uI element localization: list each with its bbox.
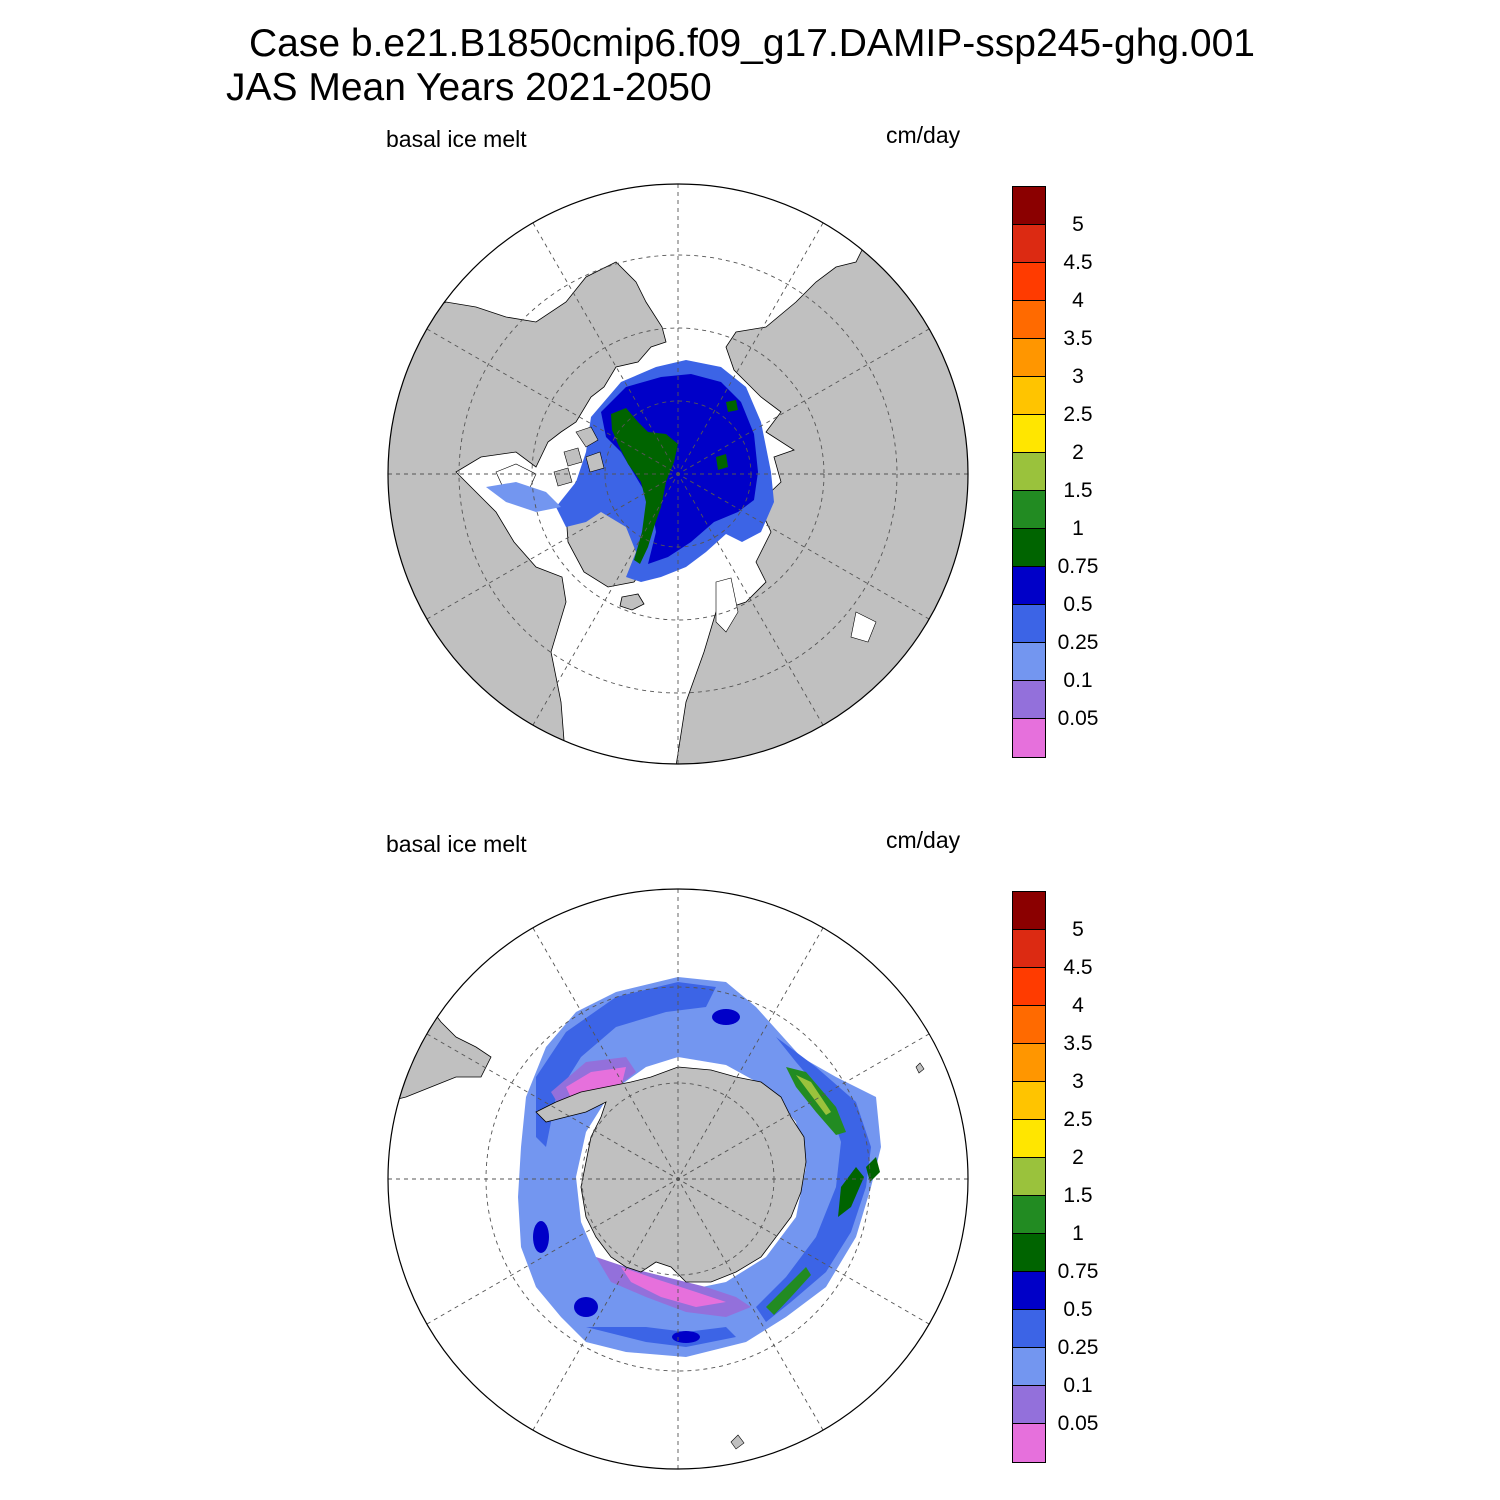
arctic-melt-0.75: [611, 408, 678, 564]
colorbar-2-label: 2: [1072, 1146, 1084, 1169]
colorbar-panel-1: [1012, 186, 1046, 758]
colorbar-1-segment: [1013, 643, 1045, 681]
colorbar-1-label: 3.5: [1063, 327, 1093, 350]
panel-2-units-label: cm/day: [886, 827, 961, 853]
arctic-map-boundary: [387, 183, 969, 765]
antarctic-melt-0.75-east2: [866, 1157, 880, 1182]
colorbar-1-segment: [1013, 339, 1045, 377]
antarctic-polar-map: [387, 888, 969, 1470]
colorbar-2-label: 0.75: [1057, 1260, 1099, 1283]
colorbar-1-label: 5: [1072, 213, 1084, 236]
colorbar-1-segment: [1013, 681, 1045, 719]
arctic-melt-0.1: [486, 482, 561, 512]
antarctic-melt-0.25-south: [586, 1327, 736, 1347]
colorbar-1-label: 4: [1072, 289, 1084, 312]
colorbar-1-label: 2: [1072, 441, 1084, 464]
arctic-melt-0.5: [601, 374, 758, 564]
antarctic-melt-0.25-west: [536, 982, 716, 1147]
antarctic-map-boundary: [387, 888, 969, 1470]
colorbar-1-segment: [1013, 605, 1045, 643]
colorbar-2-label: 1: [1072, 1222, 1084, 1245]
antarctic-melt-1-south: [766, 1267, 811, 1315]
colorbar-1-segment: [1013, 263, 1045, 301]
colorbar-1-segment: [1013, 187, 1045, 225]
colorbar-2-segment: [1013, 1234, 1045, 1272]
antarctic-melt-0.75-east: [838, 1167, 864, 1217]
antarctic-melt-0.25-east: [756, 1037, 871, 1322]
colorbar-1-label: 0.75: [1057, 555, 1099, 578]
colorbar-2-segment: [1013, 1158, 1045, 1196]
colorbar-2-segment: [1013, 1348, 1045, 1386]
figure-title-period: JAS Mean Years 2021-2050: [226, 66, 712, 109]
colorbar-1-segment: [1013, 225, 1045, 263]
antarctic-melt-0.5-spot: [712, 1009, 740, 1025]
arctic-graticule: [388, 184, 968, 764]
colorbar-1-label: 1: [1072, 517, 1084, 540]
colorbar-1-segment: [1013, 453, 1045, 491]
colorbar-2-label: 5: [1072, 918, 1084, 941]
colorbar-2-segment: [1013, 892, 1045, 930]
colorbar-1-label: 0.25: [1057, 631, 1099, 654]
colorbar-1-segment: [1013, 529, 1045, 567]
colorbar-2-label: 2.5: [1063, 1108, 1093, 1131]
colorbar-2-segment: [1013, 968, 1045, 1006]
colorbar-2-label: 0.5: [1063, 1298, 1093, 1321]
antarctic-melt-0.5-spot: [672, 1331, 700, 1343]
colorbar-2-label: 0.25: [1057, 1336, 1099, 1359]
colorbar-1-label: 0.5: [1063, 593, 1093, 616]
colorbar-2-segment: [1013, 1044, 1045, 1082]
colorbar-panel-2: [1012, 891, 1046, 1463]
arctic-inland-water: [495, 463, 877, 643]
colorbar-1-label: 0.1: [1063, 669, 1093, 692]
arctic-polar-map: [387, 183, 969, 765]
colorbar-2-segment: [1013, 1272, 1045, 1310]
colorbar-1-label: 4.5: [1063, 251, 1093, 274]
figure-title-case: Case b.e21.B1850cmip6.f09_g17.DAMIP-ssp2…: [249, 22, 1255, 65]
colorbar-2-label: 3: [1072, 1070, 1084, 1093]
colorbar-1-segment: [1013, 567, 1045, 605]
colorbar-2-segment: [1013, 1006, 1045, 1044]
panel-1-variable-label: basal ice melt: [386, 126, 527, 152]
colorbar-2-label: 3.5: [1063, 1032, 1093, 1055]
colorbar-2-label: 0.1: [1063, 1374, 1093, 1397]
colorbar-2-label: 1.5: [1063, 1184, 1093, 1207]
antarctic-graticule: [388, 889, 968, 1469]
colorbar-1-label: 0.05: [1057, 707, 1099, 730]
colorbar-1-segment: [1013, 301, 1045, 339]
colorbar-1-segment: [1013, 415, 1045, 453]
colorbar-2-label: 0.05: [1057, 1412, 1099, 1435]
colorbar-1-label: 2.5: [1063, 403, 1093, 426]
colorbar-2-segment: [1013, 1120, 1045, 1158]
arctic-melt-0.75-edge: [726, 400, 738, 412]
antarctic-melt-low-ross: [621, 1267, 726, 1307]
colorbar-2-segment: [1013, 1082, 1045, 1120]
colorbar-1-segment: [1013, 491, 1045, 529]
panel-2-variable-label: basal ice melt: [386, 831, 527, 857]
colorbar-2-label: 4: [1072, 994, 1084, 1017]
antarctic-melt-1.5-east: [796, 1075, 831, 1115]
arctic-ice-melt-field: [486, 360, 774, 582]
arctic-archipelago-land: [553, 426, 605, 487]
antarctic-melt-0.5-spot: [574, 1297, 598, 1317]
colorbar-1-segment: [1013, 377, 1045, 415]
colorbar-2-label: 4.5: [1063, 956, 1093, 979]
colorbar-2-segment: [1013, 930, 1045, 968]
antarctic-ice-melt-field: [518, 977, 881, 1357]
colorbar-2-segment: [1013, 1386, 1045, 1424]
colorbar-1-label: 1.5: [1063, 479, 1093, 502]
colorbar-2-segment: [1013, 1310, 1045, 1348]
colorbar-2-segment: [1013, 1424, 1045, 1462]
colorbar-1-segment: [1013, 719, 1045, 757]
antarctic-melt-0.5-spot: [533, 1221, 549, 1253]
arctic-melt-0.75-small: [716, 454, 728, 470]
panel-1-units-label: cm/day: [886, 122, 961, 148]
colorbar-2-segment: [1013, 1196, 1045, 1234]
colorbar-1-label: 3: [1072, 365, 1084, 388]
